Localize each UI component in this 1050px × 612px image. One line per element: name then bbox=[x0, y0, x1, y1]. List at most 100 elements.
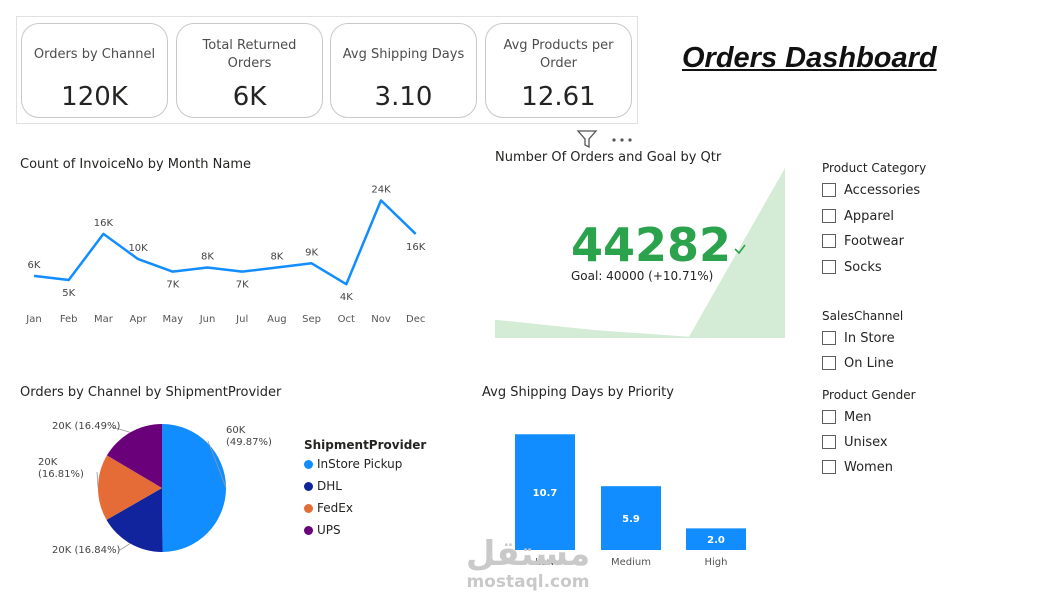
trend-area bbox=[495, 168, 785, 338]
legend-label: DHL bbox=[317, 479, 342, 493]
visual-header-svg bbox=[576, 130, 632, 149]
x-tick-label: Dec bbox=[406, 314, 425, 325]
bar bbox=[515, 434, 575, 550]
legend-dot bbox=[304, 525, 313, 535]
x-tick-label: Sep bbox=[302, 314, 321, 325]
line-chart-title: Count of InvoiceNo by Month Name bbox=[20, 157, 251, 172]
watermark: مستقل mostaql.com bbox=[458, 536, 598, 592]
x-tick-label: Medium bbox=[611, 557, 651, 568]
bar-chart[interactable]: 10.7 Low 5.9 Medium 2.0 High bbox=[482, 405, 782, 575]
slicer-option-label: Unisex bbox=[844, 434, 888, 450]
checkbox[interactable] bbox=[822, 410, 836, 424]
slicer-option-men[interactable]: Men bbox=[822, 408, 871, 426]
kpi-value: 120K bbox=[61, 82, 128, 112]
kpi-strip: Orders by Channel 120K Total Returned Or… bbox=[16, 16, 638, 124]
pie-data-label-line: 20K (16.49%) bbox=[52, 421, 120, 432]
data-label: 16K bbox=[406, 242, 426, 253]
legend-item-instore-pickup[interactable]: InStore Pickup bbox=[304, 457, 402, 471]
leader-line bbox=[119, 543, 131, 551]
pie-data-label: 20K (16.84%) bbox=[52, 545, 120, 556]
checkbox[interactable] bbox=[822, 183, 836, 197]
more-options-icon[interactable] bbox=[612, 138, 632, 142]
pie-data-label: 20K (16.49%) bbox=[52, 421, 120, 432]
legend-dot bbox=[304, 459, 313, 469]
kpi-value: 6K bbox=[232, 82, 267, 112]
slicer-option-label: On Line bbox=[844, 355, 894, 371]
kpi-label: Avg Products per Order bbox=[503, 38, 614, 71]
slicer-option-socks[interactable]: Socks bbox=[822, 258, 882, 276]
slicer-option-label: Men bbox=[844, 409, 872, 425]
slicer-option-unisex[interactable]: Unisex bbox=[822, 433, 888, 451]
line-series bbox=[33, 199, 417, 286]
x-tick-label: Oct bbox=[338, 314, 355, 325]
slicer-option-apparel[interactable]: Apparel bbox=[822, 207, 894, 225]
x-tick-label: Jan bbox=[25, 314, 41, 325]
watermark-arabic: مستقل bbox=[465, 534, 591, 574]
checkbox[interactable] bbox=[822, 356, 836, 370]
checkmark-icon bbox=[734, 244, 746, 255]
legend-item-dhl[interactable]: DHL bbox=[304, 479, 342, 493]
checkbox[interactable] bbox=[822, 331, 836, 345]
kpi-label: Avg Shipping Days bbox=[342, 47, 465, 62]
slicer-option-footwear[interactable]: Footwear bbox=[822, 232, 904, 250]
leader-line bbox=[96, 471, 99, 488]
kpi-visual-value: 44282 bbox=[571, 218, 732, 272]
bar-data-label: 2.0 bbox=[707, 535, 725, 546]
legend-item-fedex[interactable]: FedEx bbox=[304, 501, 353, 515]
kpi-card-total-returned-orders[interactable]: Total Returned Orders 6K bbox=[176, 23, 323, 118]
x-tick-label: High bbox=[705, 557, 728, 568]
pie-data-label-line: 60K bbox=[226, 425, 246, 436]
pie-data-label-line: (49.87%) bbox=[226, 437, 272, 448]
legend-title: ShipmentProvider bbox=[304, 438, 427, 452]
kpi-card-avg-products-per-order[interactable]: Avg Products per Order 12.61 bbox=[485, 23, 632, 118]
checkbox[interactable] bbox=[822, 234, 836, 248]
leader-line bbox=[207, 440, 227, 488]
checkbox[interactable] bbox=[822, 435, 836, 449]
data-label: 8K bbox=[270, 251, 283, 262]
pie-slice bbox=[106, 488, 163, 552]
data-label: 16K bbox=[94, 218, 114, 229]
x-tick-label: Apr bbox=[129, 314, 147, 325]
bar-data-label: 5.9 bbox=[622, 514, 640, 525]
slicer-title-product-gender: Product Gender bbox=[822, 388, 916, 402]
bar bbox=[686, 528, 746, 550]
filter-icon[interactable] bbox=[576, 130, 598, 149]
kpi-label: Total Returned Orders bbox=[202, 38, 297, 71]
visual-header-icons bbox=[576, 130, 636, 150]
x-tick-label: Feb bbox=[60, 314, 78, 325]
pie-data-label: 60K (49.87%) bbox=[226, 425, 272, 448]
pie-data-label-line: (16.81%) bbox=[38, 469, 84, 480]
checkbox[interactable] bbox=[822, 460, 836, 474]
legend-label: InStore Pickup bbox=[317, 457, 403, 471]
legend-label: UPS bbox=[317, 523, 341, 537]
slicer-option-women[interactable]: Women bbox=[822, 458, 893, 476]
slicer-option-on-line[interactable]: On Line bbox=[822, 354, 894, 372]
slicer-option-label: Footwear bbox=[844, 233, 904, 249]
slicer-option-accessories[interactable]: Accessories bbox=[822, 181, 920, 199]
legend-dot bbox=[304, 481, 313, 491]
pie-data-label-line: 20K bbox=[38, 457, 58, 468]
kpi-card-avg-shipping-days[interactable]: Avg Shipping Days 3.10 bbox=[330, 23, 477, 118]
kpi-card-orders-by-channel[interactable]: Orders by Channel 120K bbox=[21, 23, 168, 118]
slicer-option-in-store[interactable]: In Store bbox=[822, 329, 895, 347]
kpi-goal-text: Goal: 40000 (+10.71%) bbox=[571, 269, 714, 283]
legend-item-ups[interactable]: UPS bbox=[304, 523, 341, 537]
pie-slice bbox=[162, 424, 226, 552]
data-label: 9K bbox=[305, 247, 318, 258]
x-tick-label: Nov bbox=[371, 314, 391, 325]
checkbox[interactable] bbox=[822, 260, 836, 274]
watermark-latin: mostaql.com bbox=[466, 572, 590, 592]
legend-label: FedEx bbox=[317, 501, 353, 515]
legend-dot bbox=[304, 503, 313, 513]
dashboard-title: Orders Dashboard bbox=[682, 42, 937, 74]
kpi-visual-value-wrap: 44282 bbox=[571, 220, 747, 270]
pie-slice bbox=[98, 455, 162, 520]
x-tick-label: Low bbox=[535, 557, 555, 568]
pie-chart[interactable]: 60K (49.87%) 20K (16.84%) 20K (16.81%) 20K (1… bbox=[0, 405, 300, 575]
x-tick-label: Aug bbox=[267, 314, 287, 325]
checkbox[interactable] bbox=[822, 209, 836, 223]
line-chart[interactable]: 6K Jan 5K Feb 16K Mar 10K Apr 7K May 8K Jun 7K Jul 8K A… bbox=[0, 178, 460, 338]
kpi-value: 12.61 bbox=[521, 82, 596, 112]
kpi-label: Orders by Channel bbox=[33, 47, 156, 62]
kpi-trend-area bbox=[495, 168, 785, 338]
